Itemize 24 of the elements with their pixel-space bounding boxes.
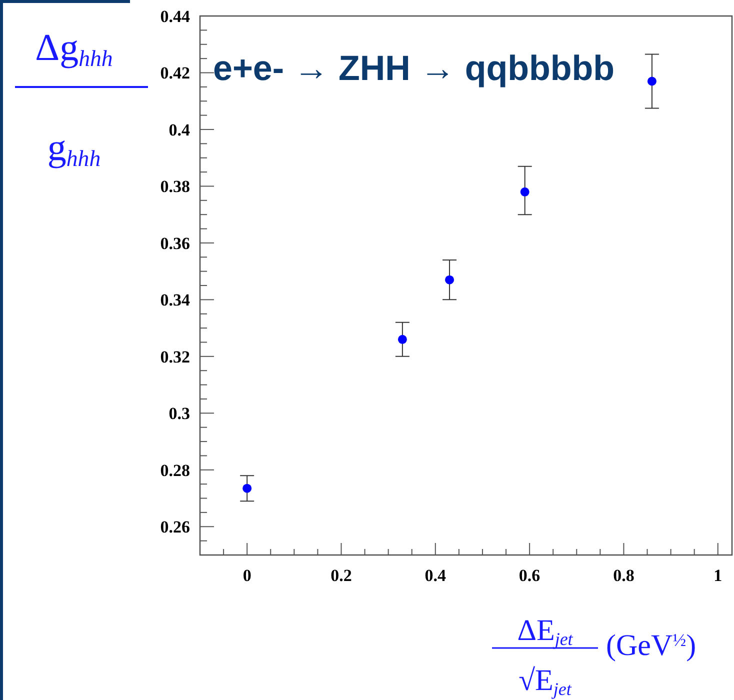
text: e+e- → ZHH → qqbbbbb	[213, 49, 615, 88]
y-tick-label: 0.36	[160, 234, 190, 253]
y-tick-label: 0.32	[160, 347, 190, 366]
point	[445, 275, 454, 284]
y-tick-label: 0.38	[160, 177, 190, 196]
x-tick-label: 1	[714, 566, 722, 585]
x-tick-label: 0	[242, 566, 252, 585]
point	[647, 76, 656, 86]
y-tick-label: 0.26	[160, 518, 190, 537]
text: ΔE$_{jet}$ √E$_{jet}$ (GeV$^{½}$)	[517, 614, 696, 698]
y-tick-label: 0.4	[168, 120, 190, 140]
point	[398, 334, 407, 344]
point	[242, 484, 252, 493]
x-tick-label: 0.2	[330, 566, 352, 585]
y-tick-label: 0.28	[160, 460, 190, 480]
y-tick-label: 0.44	[160, 6, 190, 26]
point	[520, 187, 530, 196]
y-tick-label: 0.34	[160, 290, 190, 310]
x-tick-label: 0.8	[613, 566, 634, 585]
x-tick-label: 0.6	[518, 566, 540, 585]
text: Δg$_{hhh}$ g$_{hhh}$	[35, 27, 113, 171]
x-tick-label: 0.4	[424, 566, 447, 585]
y-tick-label: 0.42	[160, 64, 190, 83]
y-tick-label: 0.3	[168, 404, 190, 424]
